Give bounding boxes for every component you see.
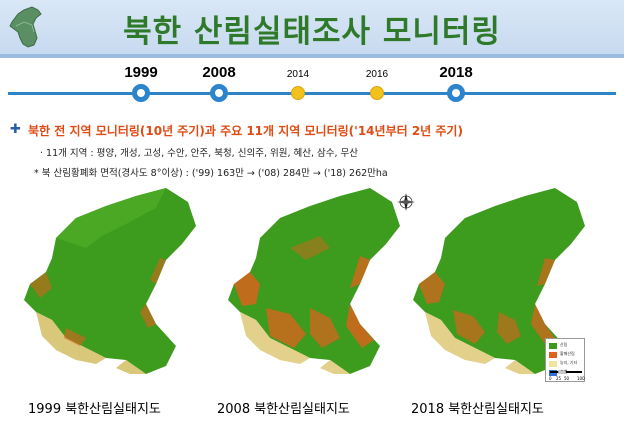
svg-text:50: 50 — [564, 376, 570, 381]
map-caption-2018: 2018 북한산림실태지도 — [411, 402, 544, 417]
korea-peninsula-logo-icon — [9, 6, 42, 48]
timeline-node-2016 — [370, 86, 384, 100]
timeline-axis — [8, 92, 616, 95]
legend-item-farmland: 농지, 기타 — [549, 360, 583, 368]
timeline-label-2016: 2016 — [365, 69, 389, 80]
timeline-label-2014: 2014 — [286, 69, 310, 80]
forest-map-2018 — [413, 188, 585, 374]
map-caption-2008: 2008 북한산림실태지도 — [217, 402, 350, 417]
timeline-label-2008: 2008 — [202, 64, 236, 81]
legend-item-degraded: 황폐산림 — [549, 351, 583, 359]
timeline-label-2018: 2018 — [439, 64, 473, 81]
map-scale-bar: 0 25 50 100 — [549, 370, 585, 381]
monitoring-timeline: 1999 2008 2014 2016 2018 — [0, 60, 624, 110]
title-bar: 북한 산림실태조사 모니터링 — [0, 0, 624, 58]
map-caption-1999: 1999 북한산림실태지도 — [28, 402, 161, 417]
timeline-node-1999 — [132, 84, 150, 102]
forest-map-1999 — [24, 188, 196, 374]
cross-bullet-icon: ✚ — [10, 122, 21, 137]
regions-list: · 11개 지역 : 평양, 개성, 고성, 수안, 안주, 북청, 신의주, … — [40, 148, 359, 159]
compass-rose-icon — [397, 193, 415, 211]
legend-item-forest: 산림 — [549, 342, 583, 350]
timeline-node-2008 — [210, 84, 228, 102]
timeline-label-1999: 1999 — [124, 64, 158, 81]
svg-text:100: 100 — [577, 376, 585, 381]
monitoring-headline: 북한 전 지역 모니터링(10년 주기)과 주요 11개 지역 모니터링('14… — [28, 124, 463, 138]
page-title: 북한 산림실태조사 모니터링 — [123, 14, 501, 50]
timeline-node-2018 — [447, 84, 465, 102]
svg-text:25: 25 — [556, 376, 562, 381]
timeline-node-2014 — [291, 86, 305, 100]
degraded-area-note: * 북 산림황폐화 면적(경사도 8°이상) : ('99) 163만 → ('… — [34, 168, 388, 179]
svg-text:0: 0 — [549, 376, 552, 381]
forest-map-2008 — [228, 188, 400, 374]
